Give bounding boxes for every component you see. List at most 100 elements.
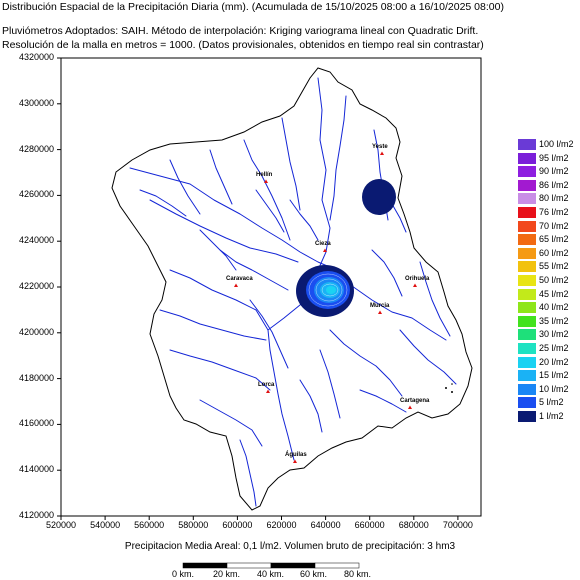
legend-entry: 55 l/m2	[518, 261, 580, 273]
map-subtitle-method: Pluviómetros Adoptados: SAIH. Método de …	[2, 25, 479, 37]
river-sw-1	[199, 399, 263, 447]
town-label: Hellín	[256, 172, 273, 178]
legend-label: 90 l/m2	[539, 166, 569, 177]
x-tick-label: 520000	[45, 520, 77, 530]
y-tick-label: 4300000	[18, 97, 54, 108]
town-marker	[323, 248, 327, 252]
y-tick-label: 4160000	[18, 418, 54, 429]
legend-swatch	[518, 288, 536, 300]
scale-label: 0 km.	[172, 569, 195, 579]
legend-entry: 10 l/m2	[518, 383, 580, 396]
legend-label: 25 l/m2	[539, 343, 569, 353]
river-s-2	[299, 379, 323, 433]
town-marker	[293, 459, 297, 463]
x-tick-label: 600000	[222, 520, 253, 530]
legend-label: 10 l/m2	[539, 383, 569, 394]
legend-entry: 65 l/m2	[518, 234, 580, 246]
x-tick-marks	[60, 516, 459, 520]
legend-entry: 25 l/m2	[518, 343, 580, 355]
river-mid-2	[199, 229, 237, 271]
legend-swatch	[518, 329, 536, 341]
legend-swatch	[518, 275, 536, 286]
legend-label: 50 l/m2	[539, 275, 569, 285]
river-c-2	[255, 189, 285, 233]
legend-label: 1 l/m2	[539, 411, 564, 421]
town-marker	[266, 389, 270, 393]
river-west-1	[169, 269, 269, 331]
town-label: Cartagena	[400, 398, 430, 404]
y-tick-label: 4260000	[18, 189, 54, 200]
legend-label: 45 l/m2	[539, 288, 569, 299]
town-label: Yeste	[372, 144, 388, 150]
legend-entry: 35 l/m2	[518, 315, 580, 328]
x-tick-label: 660000	[354, 520, 385, 530]
legend-swatch	[518, 220, 536, 232]
y-tick-label: 4120000	[18, 510, 54, 520]
legend-label: 86 l/m2	[539, 179, 569, 190]
legend-entry: 5 l/m2	[518, 397, 580, 409]
legend-swatch	[518, 315, 536, 327]
y-tick-label: 4220000	[18, 281, 54, 291]
legend-entry: 50 l/m2	[518, 275, 580, 287]
scale-label: 80 km.	[344, 569, 372, 579]
river-ne-2	[371, 249, 403, 297]
town-label: Lorca	[258, 382, 275, 388]
town-label: Caravaca	[226, 276, 253, 282]
river-nw-2	[169, 159, 201, 215]
legend-label: 20 l/m2	[539, 356, 569, 367]
areal-precipitation-summary: Precipitacion Media Areal: 0,1 l/m2. Vol…	[124, 541, 456, 552]
legend-swatch	[518, 411, 536, 422]
river-s-1	[239, 439, 257, 507]
legend-swatch	[518, 207, 536, 218]
legend-label: 55 l/m2	[539, 261, 569, 272]
town-label: Murcia	[370, 303, 390, 309]
x-tick-label: 700000	[442, 520, 473, 530]
legend-entry: 90 l/m2	[518, 166, 580, 178]
legend-label: 76 l/m2	[539, 207, 569, 217]
legend-entry: 80 l/m2	[518, 193, 580, 205]
legend-label: 40 l/m2	[539, 302, 569, 313]
legend-swatch	[518, 261, 536, 273]
legend-swatch	[518, 302, 536, 314]
river-e-1	[419, 261, 451, 337]
x-tick-label: 580000	[178, 520, 209, 530]
scale-label: 40 km.	[257, 569, 285, 579]
legend-label: 80 l/m2	[539, 193, 569, 204]
river-mundo	[149, 199, 299, 263]
legend-swatch	[518, 166, 536, 178]
town-markers	[234, 151, 417, 463]
river-se-2	[319, 349, 341, 419]
legend-entry: 30 l/m2	[518, 329, 580, 341]
legend-label: 30 l/m2	[539, 329, 569, 340]
legend-swatch	[518, 247, 536, 259]
legend-swatch	[518, 356, 536, 368]
y-tick-label: 4240000	[18, 235, 54, 246]
legend-label: 15 l/m2	[539, 370, 569, 381]
legend-swatch	[518, 370, 536, 382]
map-title: Distribución Espacial de la Precipitació…	[2, 1, 504, 13]
legend-swatch	[518, 343, 536, 354]
river-nw-3	[209, 149, 233, 205]
legend-swatch	[518, 139, 536, 150]
x-tick-label: 640000	[310, 520, 341, 530]
y-tick-label: 4180000	[18, 372, 54, 383]
x-tick-label: 540000	[90, 520, 121, 530]
river-west-2	[159, 309, 267, 341]
y-tick-marks	[57, 57, 61, 517]
legend-label: 60 l/m2	[539, 247, 569, 258]
legend-entry: 100 l/m2	[518, 139, 580, 151]
legend-entry: 60 l/m2	[518, 247, 580, 260]
legend-entry: 76 l/m2	[518, 207, 580, 219]
river-north-2	[281, 117, 301, 211]
rainfall-patch-center	[296, 265, 354, 317]
legend-entry: 70 l/m2	[518, 220, 580, 233]
legend-entry: 86 l/m2	[518, 179, 580, 192]
scale-bar	[182, 562, 360, 569]
town-label: Águilas	[285, 452, 307, 458]
legend-entry: 1 l/m2	[518, 411, 580, 423]
x-tick-label: 680000	[398, 520, 429, 530]
legend-label: 95 l/m2	[539, 152, 569, 163]
legend-entry: 40 l/m2	[518, 302, 580, 314]
town-marker	[380, 151, 384, 155]
